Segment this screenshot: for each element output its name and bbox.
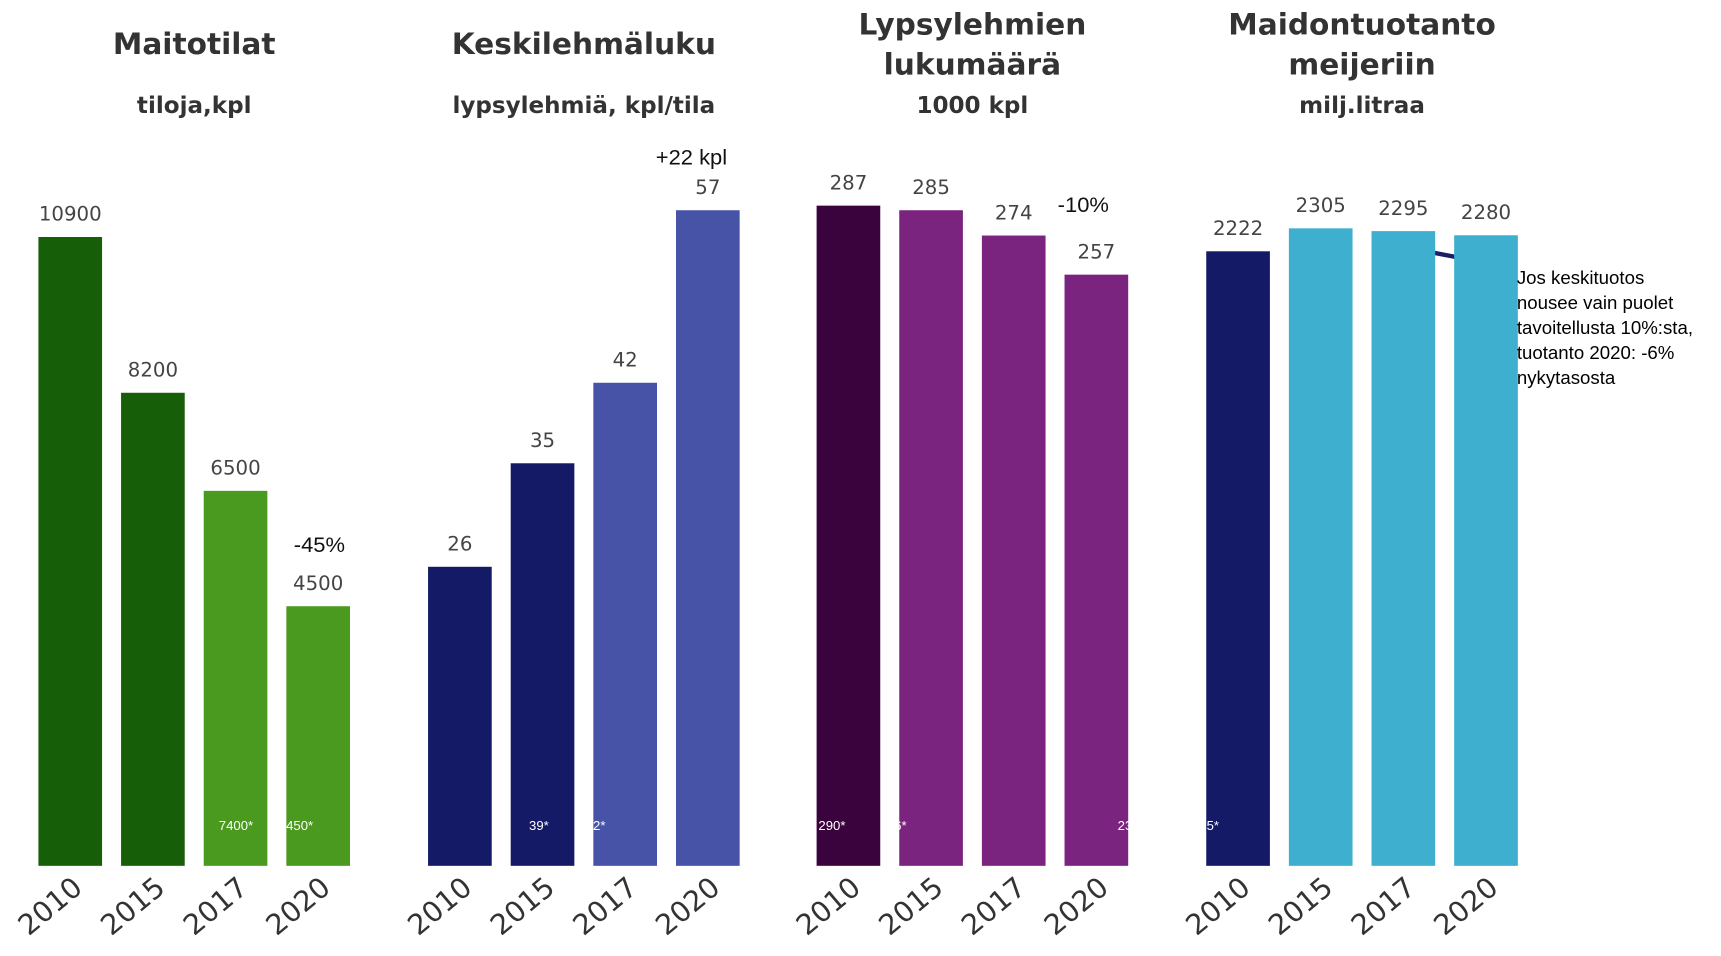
value-label: 285 xyxy=(912,176,950,199)
chart-title: meijeriin xyxy=(1288,48,1435,82)
inner-label: 26* xyxy=(887,818,907,833)
value-label: 10900 xyxy=(39,203,102,226)
bar xyxy=(510,463,575,866)
bar xyxy=(1206,251,1270,866)
annotation: Jos keskituotos xyxy=(1517,267,1644,288)
inner-label: 450* xyxy=(286,818,313,833)
value-label: 26 xyxy=(447,533,472,556)
x-tick-label: 2020 xyxy=(1038,871,1115,942)
bar xyxy=(1288,228,1353,866)
value-label: 35 xyxy=(530,429,555,452)
bar xyxy=(428,566,492,866)
chart-subtitle: tiloja,kpl xyxy=(137,93,252,119)
chart-title: lukumäärä xyxy=(884,48,1061,82)
value-label: 42 xyxy=(613,349,638,372)
value-label: 257 xyxy=(1078,240,1116,263)
bar xyxy=(816,205,881,866)
annotation: nousee vain puolet xyxy=(1517,292,1674,313)
x-tick-label: 2017 xyxy=(567,871,644,942)
x-tick-label: 2017 xyxy=(1345,871,1422,942)
chart-title: Lypsylehmien xyxy=(858,8,1086,42)
bar xyxy=(675,210,740,866)
value-label: 57 xyxy=(695,176,720,199)
chart-title: Keskilehmäluku xyxy=(452,27,716,61)
chart-title: Maitotilat xyxy=(113,27,276,61)
inner-label: 7400* xyxy=(219,818,253,833)
value-label: 2295 xyxy=(1378,197,1428,220)
bar xyxy=(286,606,351,866)
bar xyxy=(1371,231,1436,866)
x-tick-label: 2010 xyxy=(790,871,867,942)
inner-label: 290* xyxy=(818,818,845,833)
value-label: 8200 xyxy=(128,359,178,382)
x-tick-label: 2017 xyxy=(177,871,254,942)
x-tick-label: 2010 xyxy=(401,871,478,942)
value-label: 2280 xyxy=(1461,201,1511,224)
x-tick-label: 2020 xyxy=(1428,871,1505,942)
bar xyxy=(899,210,963,866)
value-label: 274 xyxy=(995,201,1033,224)
chart-subtitle: 1000 kpl xyxy=(916,93,1028,119)
value-label: 2222 xyxy=(1213,217,1263,240)
annotation: +22 kpl xyxy=(656,144,727,169)
chart-title: Maidontuotanto xyxy=(1228,8,1496,42)
x-tick-label: 2020 xyxy=(649,871,726,942)
bar xyxy=(981,235,1046,866)
inner-label: 23 xyxy=(1118,818,1133,833)
x-tick-label: 2010 xyxy=(12,871,89,942)
x-tick-label: 2010 xyxy=(1180,871,1257,942)
x-tick-label: 2015 xyxy=(94,871,171,942)
annotation: nykytasosta xyxy=(1517,367,1616,388)
chart-subtitle: milj.litraa xyxy=(1299,93,1425,119)
bar xyxy=(1064,274,1129,866)
value-label: 6500 xyxy=(210,457,260,480)
annotation: -45% xyxy=(294,532,345,557)
annotation: tavoitellusta 10%:sta, xyxy=(1517,317,1693,338)
bar xyxy=(1454,235,1518,866)
inner-label: 39* xyxy=(529,818,549,833)
annotation: tuotanto 2020: -6% xyxy=(1517,342,1675,363)
inner-label: 5* xyxy=(1207,818,1219,833)
chart-subtitle: lypsylehmiä, kpl/tila xyxy=(452,93,715,119)
x-tick-label: 2015 xyxy=(873,871,950,942)
x-tick-label: 2020 xyxy=(260,871,337,942)
bar xyxy=(38,236,103,866)
bar xyxy=(593,382,658,866)
value-label: 4500 xyxy=(293,572,343,595)
x-tick-label: 2017 xyxy=(955,871,1032,942)
bar xyxy=(121,392,185,866)
annotation: -10% xyxy=(1058,192,1109,217)
bar xyxy=(203,490,268,866)
inner-label: 2* xyxy=(593,818,605,833)
x-tick-label: 2015 xyxy=(1262,871,1339,942)
value-label: 2305 xyxy=(1296,194,1346,217)
x-tick-label: 2015 xyxy=(484,871,561,942)
value-label: 287 xyxy=(830,171,868,194)
